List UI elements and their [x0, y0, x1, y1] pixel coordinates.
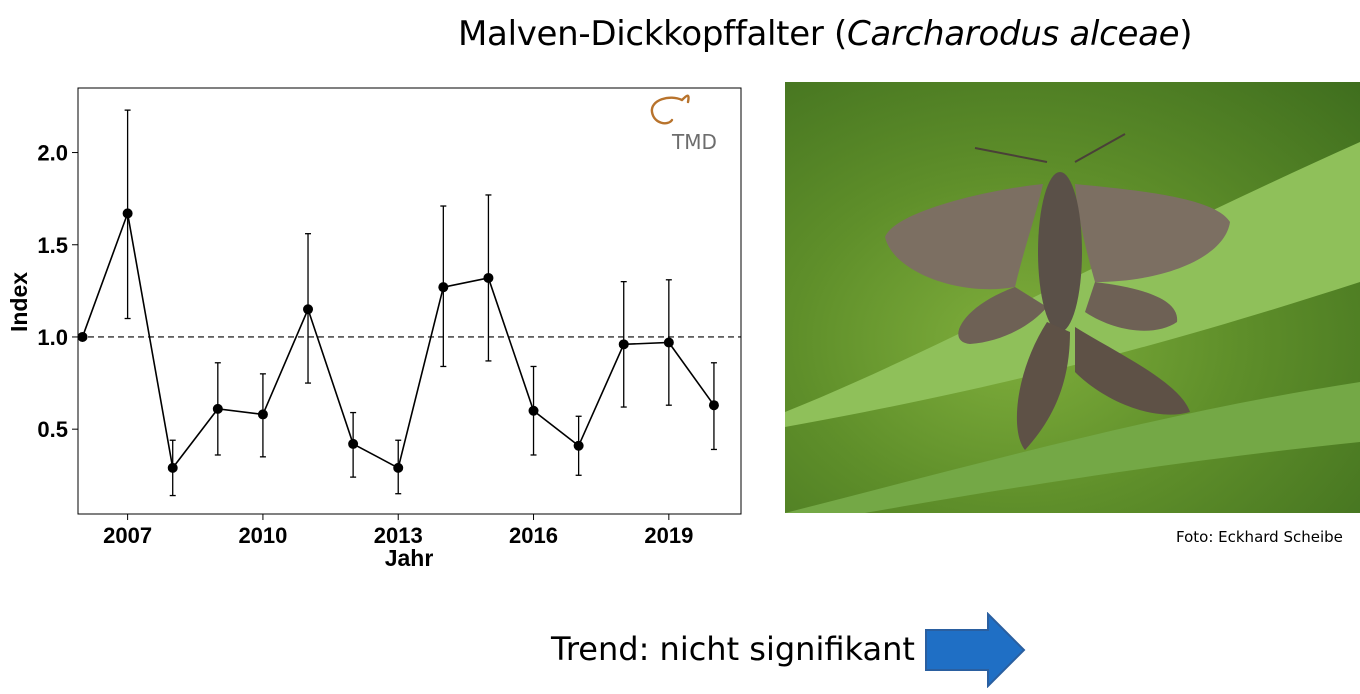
- data-point: [122, 208, 133, 219]
- page-title: Malven-Dickkopffalter (Carcharodus alcea…: [458, 14, 1193, 54]
- data-point: [77, 331, 88, 342]
- x-tick-label: 2013: [374, 523, 423, 548]
- data-point: [303, 304, 314, 315]
- butterfly-icon: [650, 94, 690, 125]
- data-point: [573, 440, 584, 451]
- data-point: [348, 438, 359, 449]
- data-point: [483, 272, 494, 283]
- x-axis-label: Jahr: [385, 545, 434, 571]
- index-chart: 0.5 1.0 1.5 2.0 2007 2010 2013 2016 2019 TMD Ja…: [6, 87, 742, 571]
- photo-credit: Foto: Eckhard Scheibe: [1176, 528, 1343, 546]
- photo-illustration: [785, 133, 1360, 513]
- data-point: [257, 409, 268, 420]
- right-arrow-icon: [925, 612, 1026, 688]
- logo-text: TMD: [671, 130, 717, 154]
- y-tick-label: 1.0: [37, 325, 68, 350]
- y-axis-label: Index: [6, 272, 32, 332]
- data-point: [212, 403, 223, 414]
- data-points: [77, 208, 719, 473]
- y-tick-label: 0.5: [37, 417, 68, 442]
- x-tick-label: 2010: [238, 523, 287, 548]
- x-tick-label: 2016: [509, 523, 558, 548]
- data-point: [618, 339, 629, 350]
- tmd-logo: TMD: [650, 94, 717, 154]
- arrow-shape: [925, 612, 1026, 688]
- grass-blade-lower: [785, 382, 1360, 513]
- y-axis: 0.5 1.0 1.5 2.0: [37, 141, 78, 442]
- y-tick-label: 2.0: [37, 141, 68, 166]
- x-tick-label: 2007: [103, 523, 152, 548]
- data-point: [708, 400, 719, 411]
- data-point: [663, 337, 674, 348]
- x-axis: 2007 2010 2013 2016 2019: [103, 514, 693, 548]
- data-point: [393, 462, 404, 473]
- butterfly-photo: [785, 82, 1360, 513]
- data-point: [167, 462, 178, 473]
- x-tick-label: 2019: [644, 523, 693, 548]
- data-point: [528, 405, 539, 416]
- data-point: [438, 282, 449, 293]
- trend-label: Trend: nicht signifikant: [551, 630, 915, 668]
- y-tick-label: 1.5: [37, 233, 68, 258]
- plot-frame: [77, 87, 742, 515]
- butterfly-figure: [885, 133, 1230, 450]
